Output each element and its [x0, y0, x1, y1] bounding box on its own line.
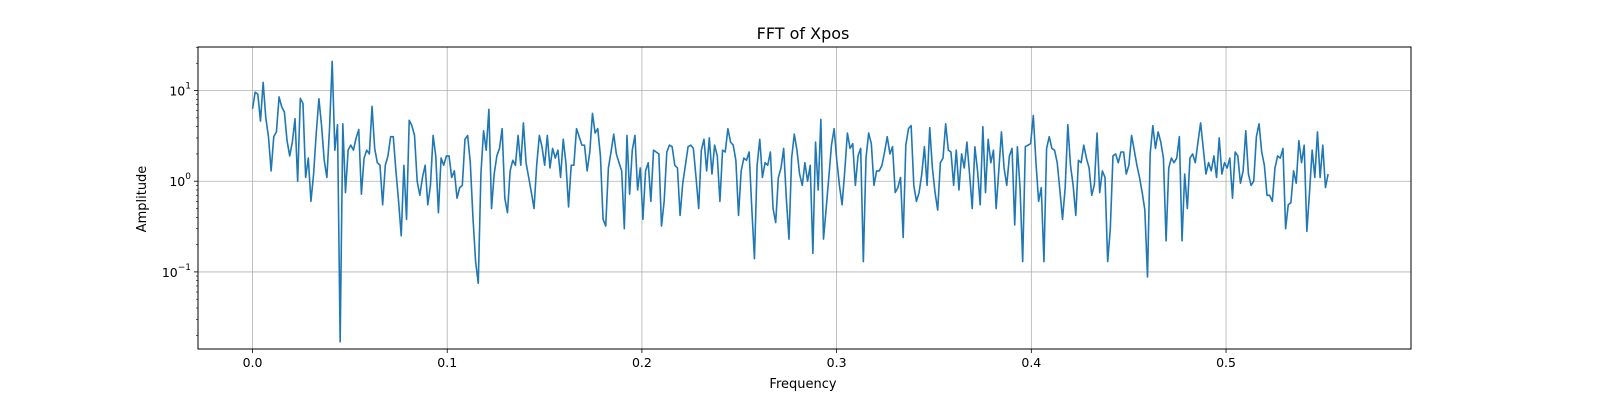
y-axis-label: Amplitude [135, 166, 150, 233]
x-tick-label: 0.1 [437, 355, 457, 370]
series-group [251, 60, 1329, 343]
grid-lines [198, 47, 1411, 349]
y-tick-label: 100 [169, 172, 191, 189]
y-tick-label: 10−1 [162, 263, 191, 280]
chart-title: FFT of Xpos [757, 24, 850, 43]
series-line [251, 60, 1329, 343]
x-axis-label: Frequency [769, 377, 836, 392]
x-tick-label: 0.5 [1216, 355, 1236, 370]
x-tick-label: 0.3 [827, 355, 847, 370]
axis-ticks: 0.0 0.1 0.2 0.3 0.4 0.5 10−1 100 101 [162, 46, 1236, 370]
x-tick-label: 0.4 [1021, 355, 1041, 370]
x-tick-label: 0.0 [243, 355, 263, 370]
x-tick-label: 0.2 [632, 355, 652, 370]
plot-frame [197, 46, 1412, 350]
y-tick-label: 101 [169, 82, 191, 99]
